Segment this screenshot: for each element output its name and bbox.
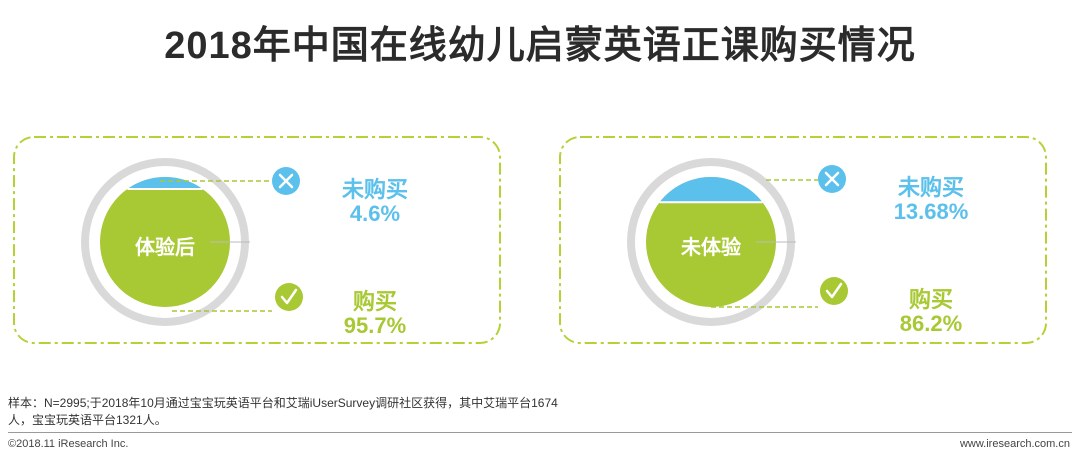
panel-2-green-slice [646, 177, 776, 307]
panel-1-center-label: 体验后 [135, 237, 195, 259]
panel-2-not-purchased-value: 13.68% [893, 199, 969, 225]
panel-2-center-label: 未体验 [681, 237, 741, 259]
panel-2-not-purchased-label: 未购买 13.68% [876, 175, 986, 225]
panel-1-purchased-value: 95.7% [343, 313, 407, 339]
panel-1-not-purchased-value: 4.6% [349, 201, 401, 227]
copyright-text: ©2018.11 iResearch Inc. [8, 438, 129, 450]
sample-note: 样本：N=2995;于2018年10月通过宝宝玩英语平台和艾瑞iUserSurv… [8, 396, 558, 427]
panel-1-purchased-label: 购买 95.7% [330, 289, 420, 339]
check-icon [820, 277, 848, 305]
check-icon [275, 283, 303, 311]
panel-2-frame [559, 136, 1047, 344]
cross-icon [818, 165, 846, 193]
cross-icon [272, 167, 300, 195]
site-url: www.iresearch.com.cn [959, 438, 1070, 450]
panel-1-not-purchased-label: 未购买 4.6% [330, 177, 420, 227]
panel-2-purchased-label: 购买 86.2% [876, 287, 986, 337]
panel-2-not-purchased-name: 未购买 [897, 175, 964, 200]
panel-1-frame [13, 136, 501, 344]
page-title: 2018年中国在线幼儿启蒙英语正课购买情况 [164, 25, 916, 67]
panel-1-green-slice [100, 177, 230, 307]
footer-divider [8, 432, 1072, 433]
panel-2-purchased-value: 86.2% [899, 311, 963, 337]
panel-2-blue-slice [659, 177, 763, 203]
panel-1-blue-slice [127, 177, 203, 189]
panel-2-purchased-name: 购买 [908, 287, 953, 312]
panel-1-purchased-name: 购买 [352, 289, 397, 314]
panel-1-not-purchased-name: 未购买 [341, 177, 408, 202]
